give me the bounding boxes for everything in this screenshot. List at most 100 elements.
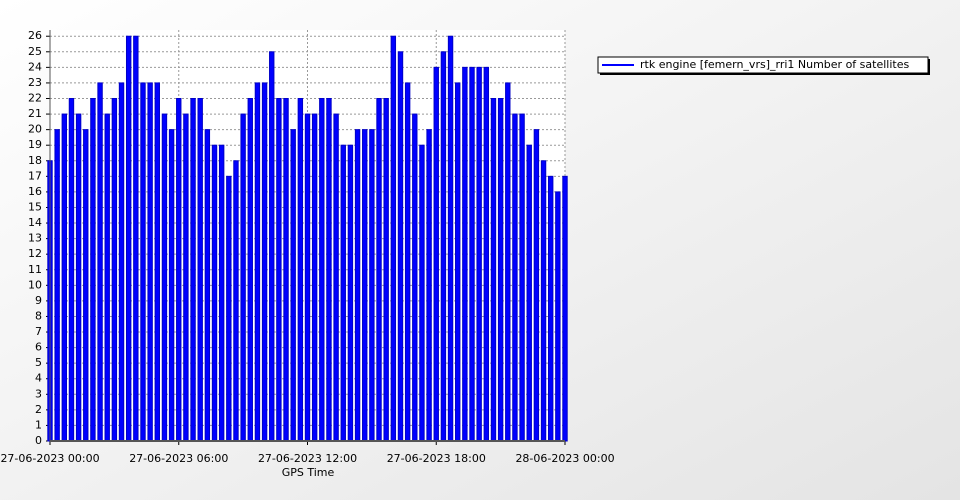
bar <box>226 175 232 442</box>
bar <box>547 175 554 442</box>
bar <box>540 160 547 442</box>
y-tick-label: 4 <box>35 372 42 385</box>
bar <box>197 98 203 442</box>
x-tick-label: 28-06-2023 00:00 <box>515 452 614 465</box>
bar <box>240 113 246 442</box>
bar <box>562 175 568 442</box>
bar <box>254 82 261 442</box>
bar <box>161 113 168 442</box>
bar <box>304 113 311 442</box>
y-tick-label: 11 <box>28 263 42 276</box>
bar <box>118 82 125 442</box>
bar <box>176 98 182 442</box>
bar <box>369 129 375 442</box>
y-tick-label: 10 <box>28 278 42 291</box>
bar <box>90 98 96 442</box>
y-tick-label: 13 <box>28 232 42 245</box>
bar <box>218 144 225 442</box>
bar <box>97 82 103 442</box>
y-tick-label: 5 <box>35 356 42 369</box>
bar <box>447 35 454 442</box>
bar <box>68 98 75 442</box>
y-tick-label: 25 <box>28 45 42 58</box>
y-tick-label: 20 <box>28 123 42 136</box>
bar <box>75 113 82 442</box>
bar <box>311 113 318 442</box>
bar <box>497 98 504 442</box>
y-tick-label: 8 <box>35 309 42 322</box>
bar <box>290 129 296 442</box>
bar <box>354 129 361 442</box>
bar <box>462 66 468 442</box>
bar <box>390 35 397 442</box>
bar <box>233 160 239 442</box>
legend-box <box>597 56 929 74</box>
bar <box>433 66 439 442</box>
y-tick-label: 1 <box>35 418 42 431</box>
y-tick-label: 12 <box>28 247 42 260</box>
bar <box>404 82 411 442</box>
bar <box>512 113 518 442</box>
bar <box>383 98 389 442</box>
y-tick-label: 6 <box>35 341 42 354</box>
bar <box>440 51 447 442</box>
bar <box>340 144 346 442</box>
bar <box>125 35 132 442</box>
x-tick-label: 27-06-2023 18:00 <box>387 452 486 465</box>
bar <box>61 113 68 442</box>
bar <box>133 35 139 442</box>
bar <box>333 113 339 442</box>
bar <box>211 144 218 442</box>
y-tick-label: 3 <box>35 387 42 400</box>
y-tick-label: 22 <box>28 92 42 105</box>
y-tick-label: 19 <box>28 138 42 151</box>
bar <box>111 98 118 442</box>
y-tick-label: 24 <box>28 60 42 73</box>
bar <box>140 82 146 442</box>
bar <box>397 51 404 442</box>
y-tick-label: 9 <box>35 294 42 307</box>
bar <box>490 98 497 442</box>
bar <box>283 98 289 442</box>
bar <box>519 113 525 442</box>
bar <box>247 98 253 442</box>
bar <box>476 66 482 442</box>
y-tick-label: 15 <box>28 200 42 213</box>
bar <box>276 98 282 442</box>
bar <box>555 191 561 442</box>
bar <box>319 98 325 442</box>
x-tick-label: 27-06-2023 00:00 <box>0 452 99 465</box>
x-tick-label: 27-06-2023 12:00 <box>258 452 357 465</box>
bar <box>154 82 160 442</box>
bar <box>483 66 490 442</box>
bar <box>190 98 196 442</box>
bar <box>204 129 211 442</box>
y-tick-label: 16 <box>28 185 42 198</box>
bar <box>326 98 332 442</box>
bar <box>505 82 511 442</box>
y-tick-label: 0 <box>35 434 42 447</box>
bar <box>104 113 110 442</box>
bar <box>526 144 532 442</box>
bar <box>362 129 368 442</box>
bar <box>54 129 60 442</box>
bar <box>347 144 354 442</box>
y-tick-label: 23 <box>28 76 42 89</box>
bar <box>426 129 432 442</box>
bar <box>419 144 425 442</box>
bar <box>168 129 175 442</box>
legend-label: rtk engine [femern_vrs]_rri1 Number of s… <box>640 58 909 71</box>
x-tick-label: 27-06-2023 06:00 <box>129 452 228 465</box>
y-tick-label: 18 <box>28 154 42 167</box>
bar <box>412 113 418 442</box>
bar <box>269 51 275 442</box>
bar <box>297 98 304 442</box>
y-tick-label: 7 <box>35 325 42 338</box>
y-tick-label: 26 <box>28 29 42 42</box>
bar <box>261 82 268 442</box>
y-tick-label: 17 <box>28 169 42 182</box>
bar <box>533 129 540 442</box>
y-tick-label: 14 <box>28 216 42 229</box>
bar <box>376 98 382 442</box>
